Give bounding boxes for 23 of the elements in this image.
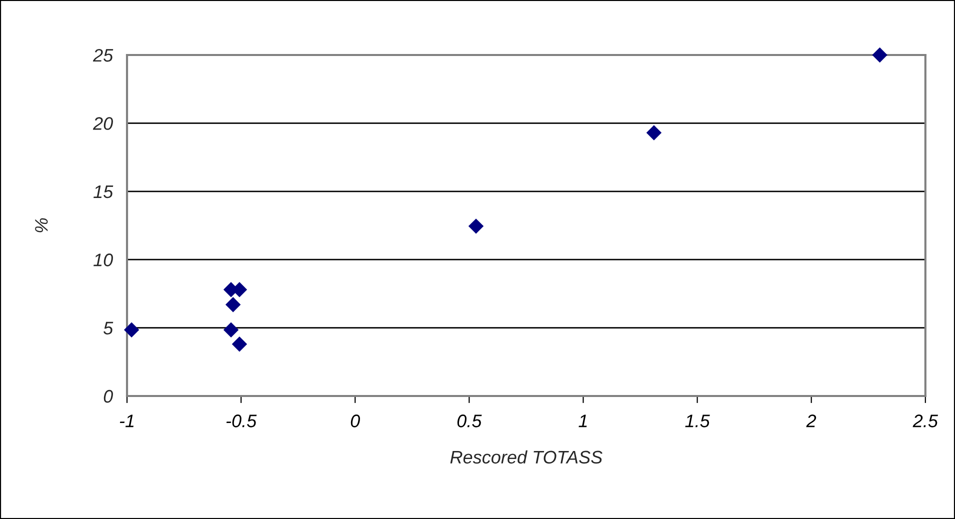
y-tick-label: 0 [104,390,113,403]
x-tick-label: 1 [578,414,587,428]
x-axis-title: Rescored TOTASS [450,450,602,464]
y-tick-label: 20 [92,117,113,130]
point [223,322,239,338]
point [872,47,888,63]
y-tick-label: 25 [92,48,114,62]
x-tick-label: 1.5 [685,414,710,428]
y-axis-title: % [35,218,48,232]
point [468,218,484,234]
x-tick-label: 0 [350,414,360,428]
y-tick-label: 5 [103,322,114,335]
x-tick-label: -0.5 [226,414,257,428]
x-tick-label: -1 [120,414,134,428]
point [225,297,241,312]
x-tick-label: 0.5 [457,414,482,428]
y-tick-label: 10 [94,254,113,266]
x-tick-label: 2.5 [912,414,938,428]
y-tick-label: 15 [94,186,114,198]
point [232,336,248,352]
point [124,322,140,338]
x-tick-label: 2 [806,414,816,428]
point [646,125,662,140]
